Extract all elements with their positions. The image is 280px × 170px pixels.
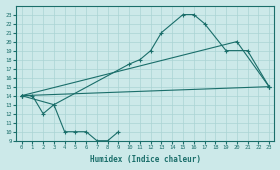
X-axis label: Humidex (Indice chaleur): Humidex (Indice chaleur) bbox=[90, 155, 201, 164]
